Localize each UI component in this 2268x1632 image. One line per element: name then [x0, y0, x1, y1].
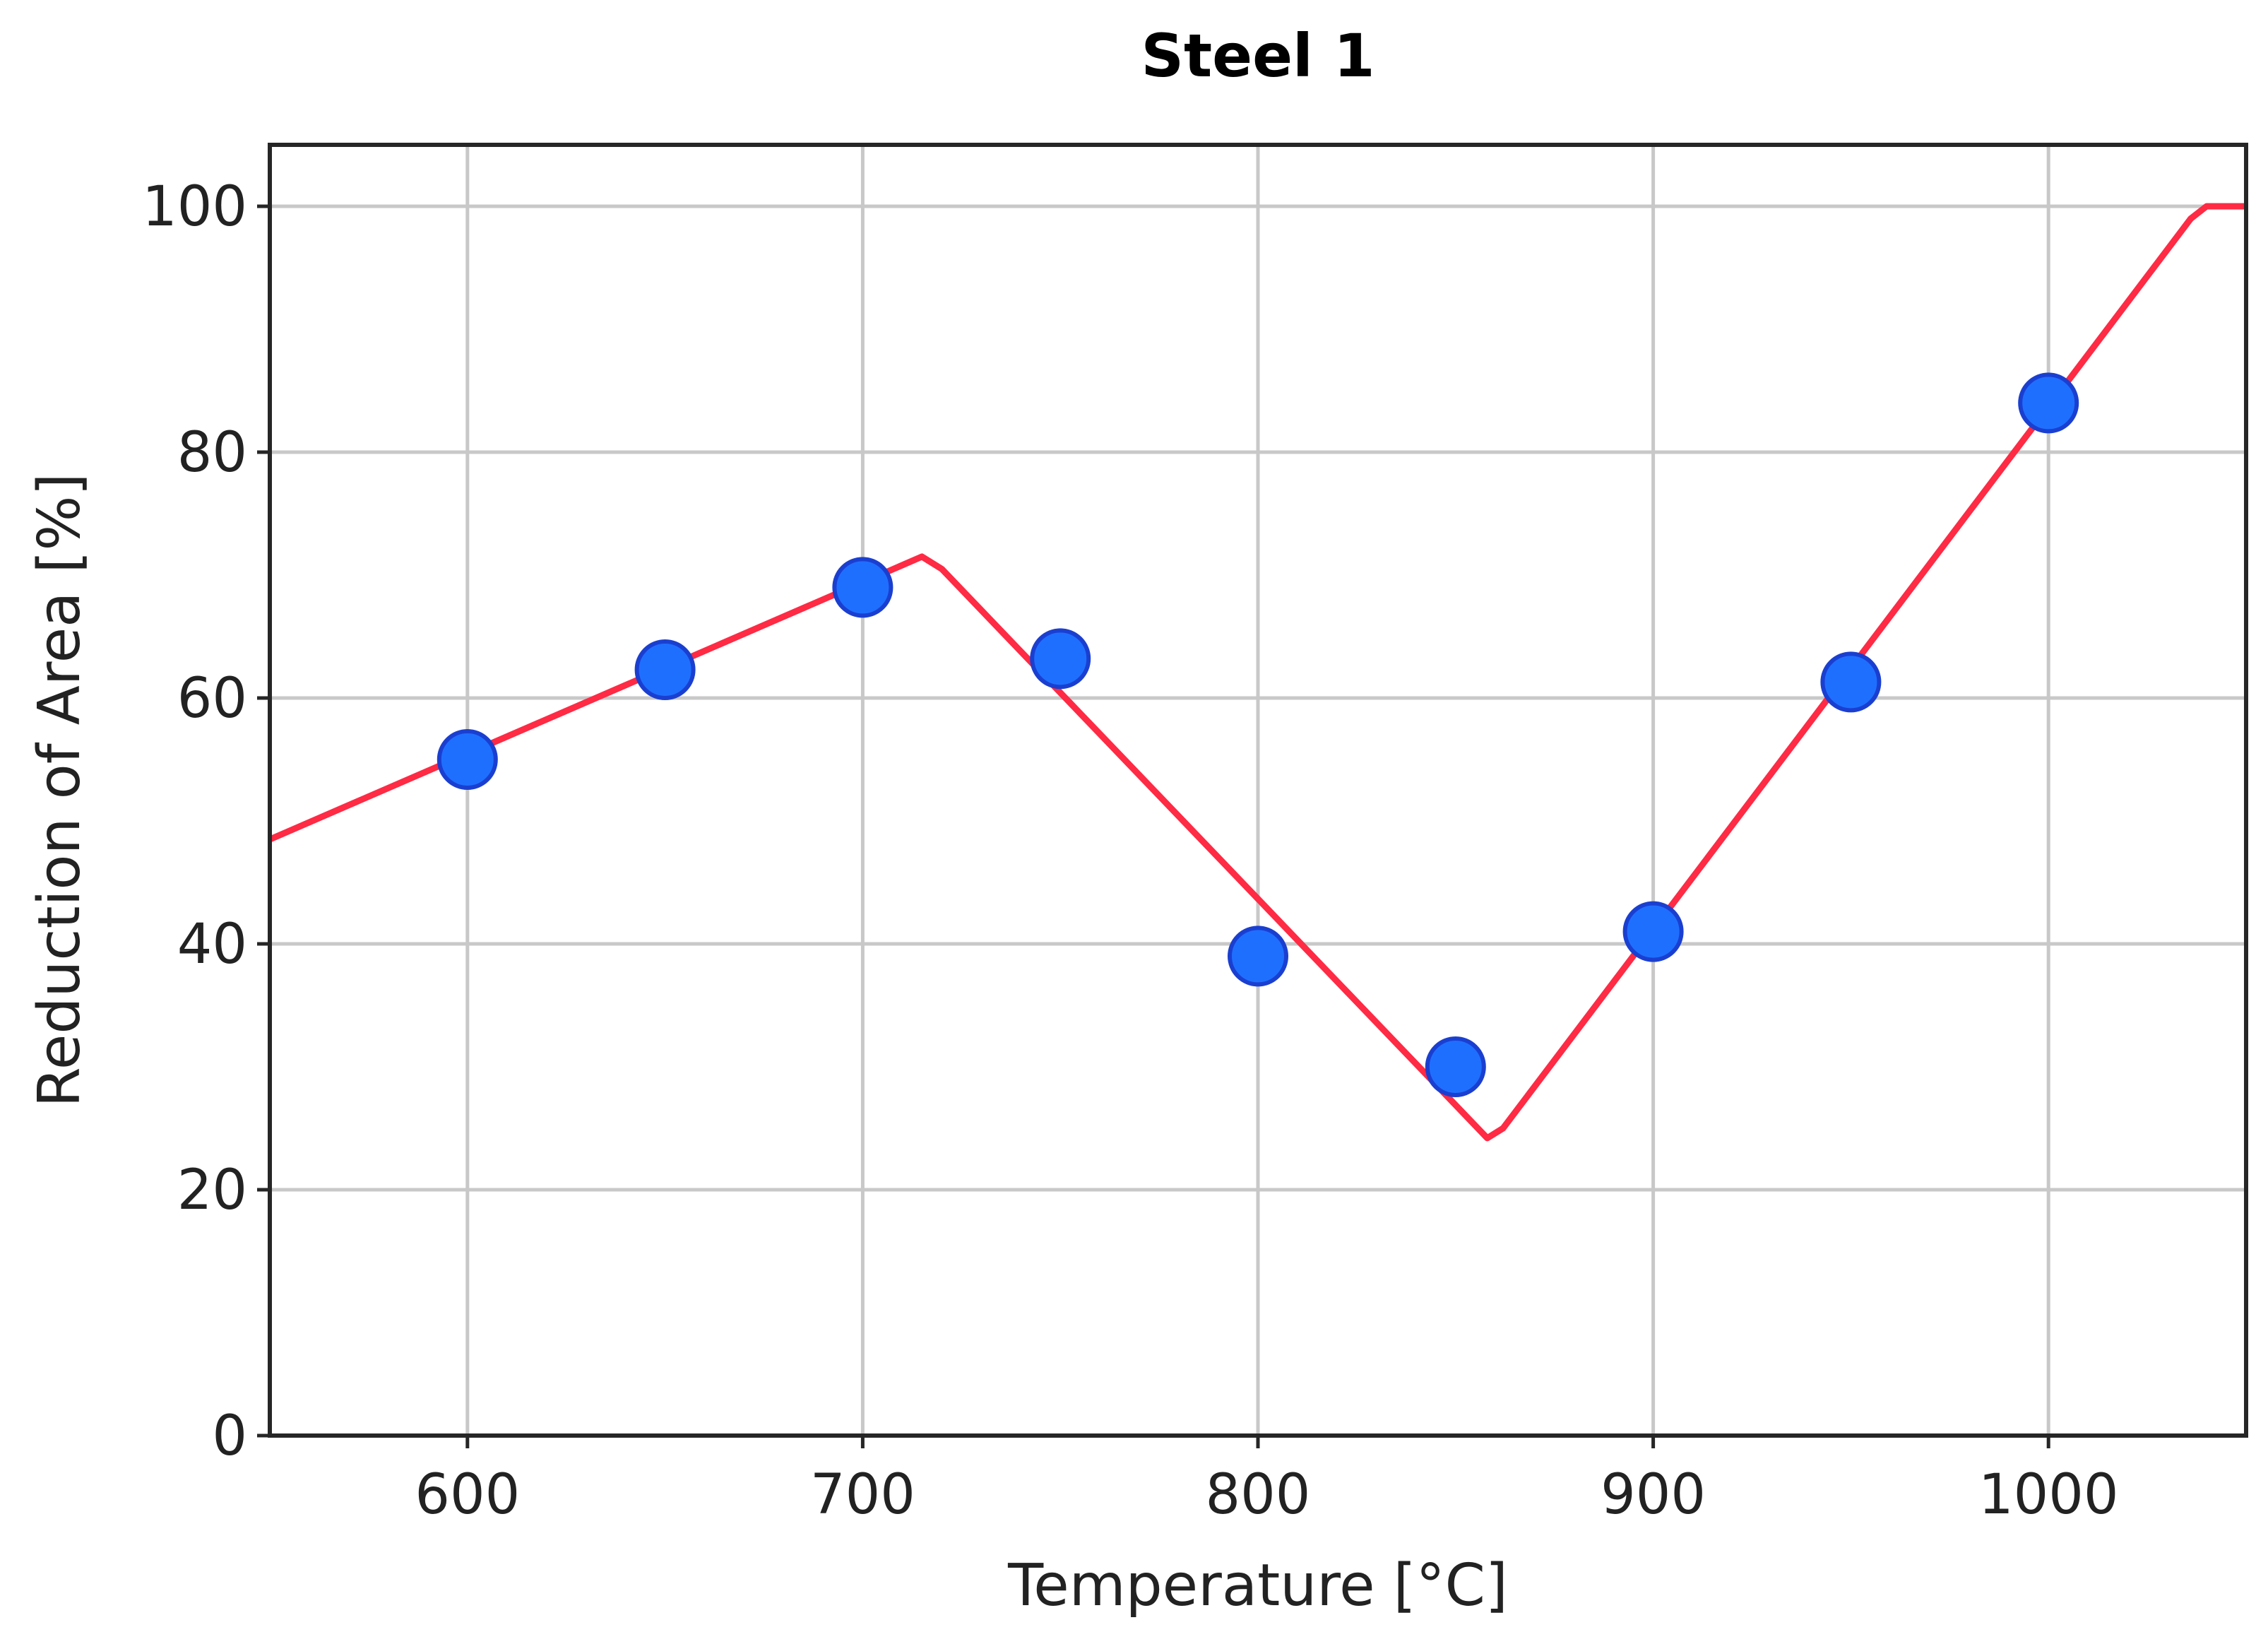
data-point — [1228, 926, 1288, 987]
y-axis-label: Reduction of Area [%] — [26, 473, 93, 1108]
y-tick-label: 40 — [177, 913, 247, 976]
x-tick-label: 600 — [415, 1463, 520, 1527]
x-tick-label: 700 — [810, 1463, 915, 1527]
data-point — [1622, 901, 1684, 962]
data-point — [2018, 372, 2079, 434]
series-layer — [270, 203, 2246, 1142]
data-point — [437, 729, 498, 790]
grid — [270, 145, 2246, 1438]
x-tick-label: 800 — [1206, 1463, 1311, 1527]
x-tick-label: 900 — [1601, 1463, 1706, 1527]
data-point — [1030, 628, 1091, 690]
y-tick-label: 100 — [142, 175, 247, 239]
data-point — [1820, 651, 1882, 713]
ticks: 600 700 800 900 1000 0 20 40 60 80 100 — [142, 175, 2118, 1527]
y-tick-label: 60 — [177, 667, 247, 731]
data-point — [1425, 1036, 1486, 1097]
x-axis-label: Temperature [°C] — [1007, 1552, 1508, 1619]
y-tick-label: 0 — [212, 1405, 247, 1468]
y-tick-label: 20 — [177, 1159, 247, 1222]
data-point — [832, 557, 893, 618]
y-tick-label: 80 — [177, 421, 247, 485]
data-point — [634, 639, 696, 700]
fit-line — [270, 203, 2246, 1142]
x-tick-label: 1000 — [1978, 1463, 2119, 1527]
chart-title: Steel 1 — [1141, 21, 1375, 90]
